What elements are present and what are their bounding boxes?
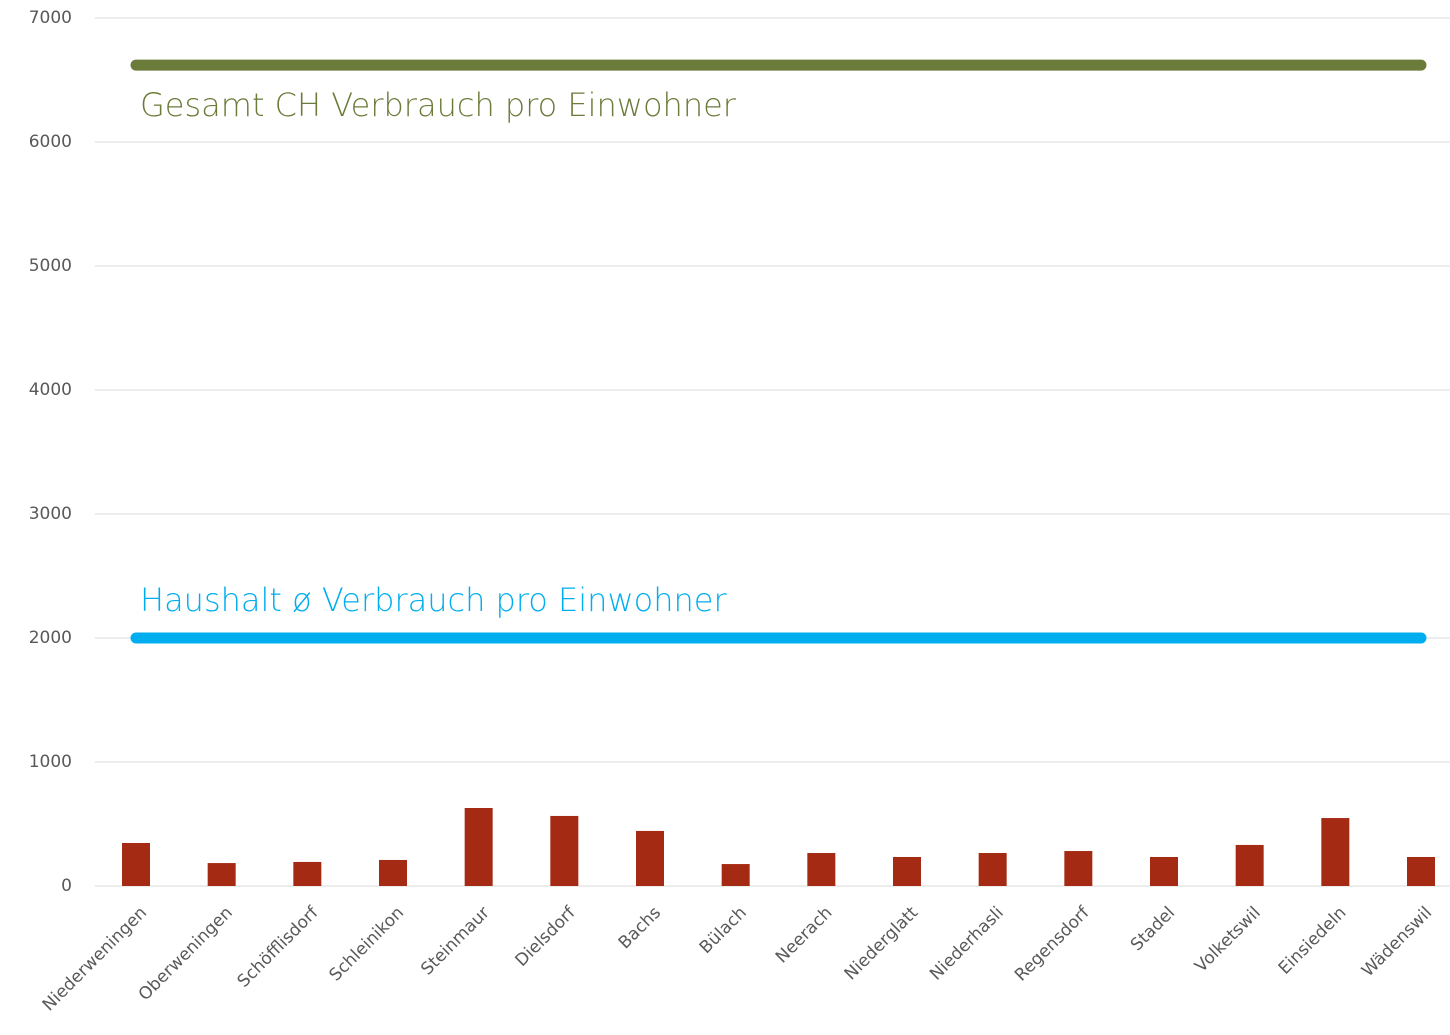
x-tick-label: Volketswil [1191, 903, 1265, 977]
x-tick-label: Bachs [615, 903, 665, 953]
y-tick-label: 6000 [29, 132, 72, 152]
bar [207, 863, 236, 886]
reference-label: Haushalt ø Verbrauch pro Einwohner [140, 581, 727, 619]
y-tick-label: 1000 [29, 752, 72, 772]
bar [893, 856, 921, 886]
x-tick-label: Stadel [1127, 903, 1179, 955]
x-tick-label: Einsiedeln [1275, 903, 1351, 979]
bar [464, 808, 493, 886]
x-tick-label: Dielsdorf [512, 902, 581, 971]
x-tick-label: Schöfflisdorf [234, 902, 323, 991]
x-tick-label: Niederweningen [39, 903, 151, 1015]
bar [721, 864, 750, 886]
y-tick-label: 3000 [29, 504, 72, 524]
bar [636, 830, 664, 886]
x-tick-label: Niederglatt [841, 903, 923, 985]
bar [1407, 856, 1435, 886]
y-tick-label: 5000 [29, 256, 72, 276]
x-tick-label: Oberweningen [135, 903, 237, 1005]
y-tick-label: 0 [61, 876, 72, 896]
x-tick-label: Regensdorf [1011, 902, 1094, 985]
y-tick-label: 2000 [29, 628, 72, 648]
bar [379, 859, 407, 886]
bar [978, 853, 1007, 886]
reference-label: Gesamt CH Verbrauch pro Einwohner [140, 86, 737, 124]
bar [1321, 818, 1350, 886]
bar [1064, 851, 1093, 886]
bar [293, 861, 322, 886]
bar [122, 842, 150, 886]
bar [1235, 844, 1264, 886]
x-tick-label: Neerach [772, 903, 836, 967]
x-tick-label: Bülach [696, 903, 751, 958]
bar [550, 815, 579, 886]
bar [1150, 856, 1178, 886]
x-tick-label: Niederhasli [926, 903, 1008, 985]
x-tick-label: Wädenswil [1358, 903, 1436, 981]
x-tick-label: Schleinikon [326, 903, 409, 986]
bar [807, 853, 836, 886]
y-tick-label: 4000 [29, 380, 72, 400]
x-tick-label: Steinmaur [417, 903, 493, 979]
y-tick-label: 7000 [29, 8, 72, 28]
